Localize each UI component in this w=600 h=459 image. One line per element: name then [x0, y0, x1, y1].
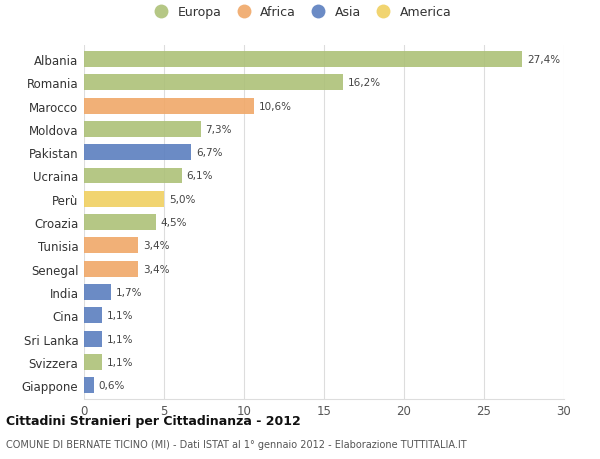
Text: 6,1%: 6,1% [187, 171, 213, 181]
Bar [84, 52, 523, 68]
Text: 1,7%: 1,7% [116, 287, 143, 297]
Text: COMUNE DI BERNATE TICINO (MI) - Dati ISTAT al 1° gennaio 2012 - Elaborazione TUT: COMUNE DI BERNATE TICINO (MI) - Dati IST… [6, 440, 467, 449]
Text: 1,1%: 1,1% [106, 357, 133, 367]
Bar [84, 238, 139, 254]
Bar [84, 122, 201, 138]
Bar [84, 308, 101, 324]
Text: 27,4%: 27,4% [527, 55, 560, 65]
Bar [84, 191, 164, 207]
Bar [84, 168, 182, 184]
Text: 10,6%: 10,6% [259, 101, 292, 112]
Text: 7,3%: 7,3% [206, 124, 232, 134]
Bar [84, 377, 94, 393]
Bar [84, 145, 191, 161]
Text: 16,2%: 16,2% [348, 78, 381, 88]
Bar [84, 285, 111, 300]
Text: Cittadini Stranieri per Cittadinanza - 2012: Cittadini Stranieri per Cittadinanza - 2… [6, 414, 301, 428]
Text: 5,0%: 5,0% [169, 194, 195, 204]
Bar [84, 98, 254, 114]
Legend: Europa, Africa, Asia, America: Europa, Africa, Asia, America [149, 6, 451, 19]
Text: 3,4%: 3,4% [143, 264, 170, 274]
Text: 4,5%: 4,5% [161, 218, 187, 228]
Bar [84, 215, 156, 230]
Bar [84, 261, 139, 277]
Text: 1,1%: 1,1% [106, 311, 133, 321]
Bar [84, 331, 101, 347]
Bar [84, 75, 343, 91]
Text: 0,6%: 0,6% [98, 381, 125, 390]
Text: 6,7%: 6,7% [196, 148, 223, 158]
Bar [84, 354, 101, 370]
Text: 3,4%: 3,4% [143, 241, 170, 251]
Text: 1,1%: 1,1% [106, 334, 133, 344]
